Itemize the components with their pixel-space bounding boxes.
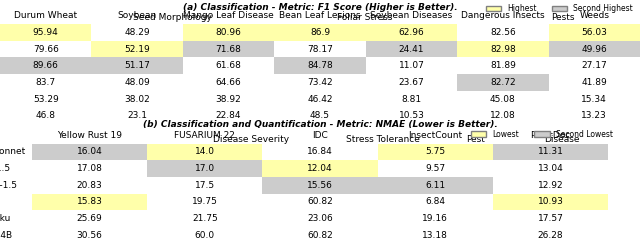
Text: Disease Severity: Disease Severity — [213, 135, 289, 144]
Text: Pests: Pests — [552, 13, 575, 22]
Text: Pest: Pest — [466, 135, 485, 144]
Text: (b) Classification and Quantification - Metric: NMAE (Lower is Better).: (b) Classification and Quantification - … — [143, 120, 497, 129]
Text: Seed Morphology: Seed Morphology — [133, 13, 212, 22]
Text: Stress Tolerance: Stress Tolerance — [346, 135, 420, 144]
Text: Foliar Stress: Foliar Stress — [337, 13, 392, 22]
Text: Disease: Disease — [544, 135, 580, 144]
Legend: Lowest, Second Lowest: Lowest, Second Lowest — [468, 127, 616, 142]
Text: (a) Classification - Metric: F1 Score (Higher is Better).: (a) Classification - Metric: F1 Score (H… — [182, 3, 458, 12]
Legend: Highest, Second Highest: Highest, Second Highest — [483, 1, 636, 16]
